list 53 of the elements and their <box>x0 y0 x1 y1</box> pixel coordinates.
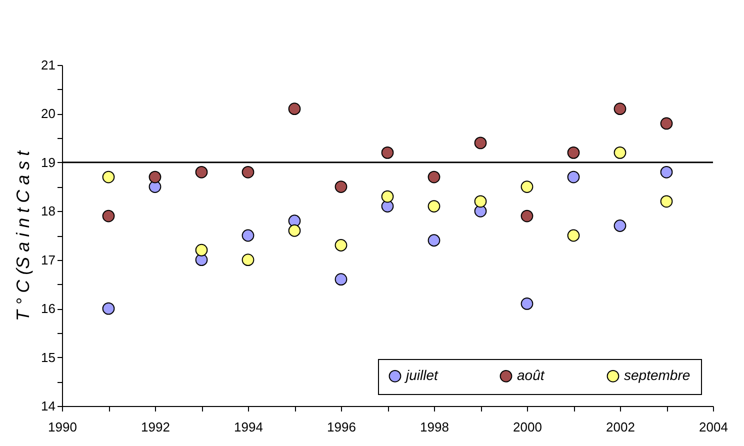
legend-label: septembre <box>624 367 690 384</box>
y-tick-label: 18 <box>41 204 56 219</box>
y-tick-label: 17 <box>41 252 56 268</box>
point <box>567 229 580 242</box>
point <box>334 273 348 286</box>
y-tick-label: 21 <box>41 58 56 72</box>
x-tick-label: 2004 <box>699 420 728 434</box>
x-tick-label: 1994 <box>234 420 263 434</box>
x-tick-label: 2002 <box>606 420 635 434</box>
point <box>520 210 534 222</box>
point <box>242 229 254 242</box>
point <box>195 244 208 256</box>
y-tick-label: 16 <box>41 301 56 316</box>
point <box>520 180 534 193</box>
point <box>102 210 115 222</box>
point <box>334 180 348 193</box>
point <box>567 170 580 184</box>
point <box>428 200 440 212</box>
y-tick-label: 14 <box>41 398 56 414</box>
point <box>334 239 348 252</box>
point <box>102 302 115 315</box>
point <box>381 146 394 159</box>
y-tick-label: 15 <box>41 350 56 365</box>
point <box>614 146 626 159</box>
x-tick-label: 1996 <box>327 420 356 434</box>
y-axis-title: T ° C (S a i n t C a s t <box>13 150 34 322</box>
point <box>242 254 254 266</box>
point <box>288 102 301 116</box>
point <box>520 298 534 310</box>
point <box>148 170 162 184</box>
point <box>102 170 115 184</box>
x-tick-label: 2000 <box>513 420 542 434</box>
point <box>428 170 440 184</box>
x-tick-label: 1992 <box>141 420 170 434</box>
point <box>195 166 208 178</box>
legend-label: août <box>517 367 546 384</box>
point <box>660 195 673 208</box>
point <box>474 195 487 208</box>
point <box>474 136 487 150</box>
x-tick-label: 1990 <box>48 420 77 434</box>
point <box>660 166 673 178</box>
point <box>242 166 254 178</box>
y-tick-label: 20 <box>41 106 56 122</box>
point <box>660 117 673 130</box>
point <box>614 220 626 232</box>
x-tick-label: 1998 <box>420 420 449 434</box>
point <box>381 190 394 203</box>
point <box>567 146 580 159</box>
point <box>614 102 626 116</box>
point <box>428 234 440 247</box>
point <box>288 224 301 237</box>
legend-label: juillet <box>404 367 440 384</box>
y-tick-label: 19 <box>41 154 56 170</box>
